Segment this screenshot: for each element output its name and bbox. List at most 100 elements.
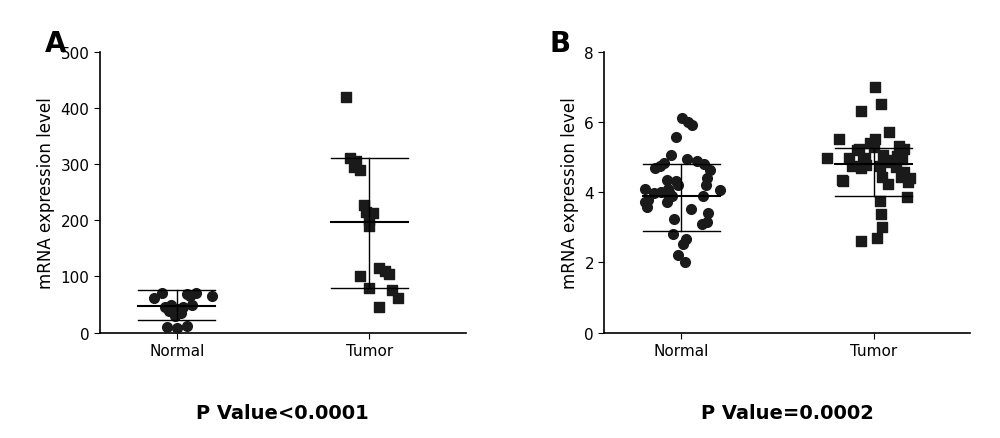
Point bbox=[365, 210, 381, 217]
Point bbox=[699, 219, 715, 226]
Point bbox=[872, 163, 888, 170]
Point bbox=[896, 169, 912, 176]
Point bbox=[377, 268, 393, 275]
Point bbox=[361, 285, 377, 292]
Point bbox=[889, 153, 905, 160]
Point bbox=[361, 223, 377, 230]
Point bbox=[346, 164, 362, 171]
Point bbox=[656, 160, 672, 167]
Point bbox=[664, 193, 680, 200]
Point bbox=[902, 175, 918, 182]
Point bbox=[683, 206, 699, 213]
Text: P Value<0.0001: P Value<0.0001 bbox=[196, 403, 369, 422]
Point bbox=[659, 190, 675, 197]
Point bbox=[874, 224, 890, 231]
Point bbox=[873, 102, 889, 109]
Point bbox=[342, 155, 358, 162]
Point bbox=[679, 156, 695, 163]
Point bbox=[659, 199, 675, 206]
Point bbox=[702, 167, 718, 174]
Point bbox=[819, 155, 835, 162]
Point bbox=[680, 119, 696, 126]
Point bbox=[381, 271, 397, 278]
Point bbox=[696, 161, 712, 168]
Point bbox=[371, 304, 387, 311]
Point bbox=[637, 186, 653, 193]
Point bbox=[668, 178, 684, 185]
Point bbox=[841, 155, 857, 162]
Point bbox=[888, 164, 904, 171]
Point bbox=[188, 290, 204, 297]
Point bbox=[204, 293, 220, 300]
Point bbox=[893, 174, 909, 181]
Point bbox=[637, 199, 653, 206]
Point bbox=[371, 265, 387, 272]
Point bbox=[712, 187, 728, 194]
Point bbox=[677, 259, 693, 266]
Y-axis label: mRNA expression level: mRNA expression level bbox=[37, 97, 55, 288]
Point bbox=[853, 109, 869, 116]
Point bbox=[182, 293, 198, 300]
Point bbox=[853, 165, 869, 172]
Point bbox=[157, 304, 173, 311]
Point bbox=[173, 310, 189, 317]
Point bbox=[844, 163, 860, 170]
Point bbox=[659, 177, 675, 184]
Point bbox=[675, 241, 691, 248]
Point bbox=[361, 217, 377, 224]
Point bbox=[875, 152, 891, 159]
Point bbox=[646, 190, 662, 197]
Text: A: A bbox=[45, 30, 67, 58]
Point bbox=[896, 146, 912, 153]
Point bbox=[674, 116, 690, 123]
Point bbox=[159, 324, 175, 331]
Point bbox=[835, 178, 851, 185]
Point bbox=[670, 252, 686, 259]
Point bbox=[867, 84, 883, 91]
Point bbox=[154, 290, 170, 297]
Point bbox=[356, 201, 372, 208]
Point bbox=[873, 212, 889, 219]
Point bbox=[698, 182, 714, 189]
Point bbox=[858, 162, 874, 169]
Point bbox=[358, 209, 374, 216]
Point bbox=[880, 181, 896, 188]
Point bbox=[146, 295, 162, 302]
Point bbox=[660, 186, 676, 193]
Point bbox=[666, 216, 682, 223]
Point bbox=[167, 313, 183, 320]
Point bbox=[390, 295, 406, 302]
Point bbox=[834, 177, 850, 184]
Point bbox=[894, 156, 910, 163]
Point bbox=[639, 205, 655, 212]
Point bbox=[699, 175, 715, 182]
Point bbox=[175, 304, 191, 311]
Point bbox=[668, 134, 684, 141]
Point bbox=[855, 158, 871, 165]
Text: P Value=0.0002: P Value=0.0002 bbox=[701, 403, 874, 422]
Point bbox=[663, 152, 679, 159]
Point bbox=[689, 159, 705, 166]
Point bbox=[867, 137, 883, 144]
Point bbox=[862, 140, 878, 147]
Point bbox=[695, 193, 711, 200]
Point bbox=[851, 146, 867, 153]
Point bbox=[647, 165, 663, 172]
Point bbox=[163, 301, 179, 308]
Point bbox=[665, 231, 681, 238]
Point bbox=[900, 179, 916, 186]
Point bbox=[338, 94, 354, 101]
Point bbox=[169, 306, 185, 313]
Point bbox=[849, 147, 865, 154]
Point bbox=[171, 307, 187, 314]
Point bbox=[881, 157, 897, 164]
Point bbox=[169, 325, 185, 332]
Point bbox=[866, 145, 882, 152]
Point bbox=[831, 137, 847, 144]
Point bbox=[872, 198, 888, 205]
Point bbox=[899, 194, 915, 201]
Point bbox=[891, 144, 907, 151]
Point bbox=[869, 235, 885, 242]
Point bbox=[853, 238, 869, 245]
Point bbox=[653, 189, 669, 196]
